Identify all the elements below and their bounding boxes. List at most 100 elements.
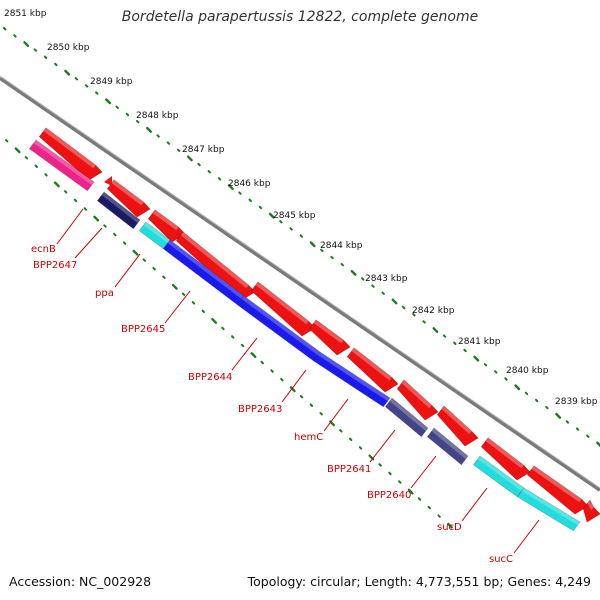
minor-tick xyxy=(33,48,38,52)
tick-label: 2844 kbp xyxy=(320,241,363,251)
outer-tick-ruler xyxy=(3,27,600,448)
gene-label-ecnb[interactable]: ecnB xyxy=(31,244,56,255)
minor-tick xyxy=(142,258,146,262)
gene-label-succ[interactable]: sucC xyxy=(489,554,513,565)
gene-label-bpp2644[interactable]: BPP2644 xyxy=(188,372,232,383)
minor-tick xyxy=(348,437,353,442)
minor-tick xyxy=(260,360,264,365)
feature-hemC xyxy=(384,397,429,438)
gene-label-sucd[interactable]: sucD xyxy=(437,522,462,533)
major-tick xyxy=(596,441,600,448)
major-tick xyxy=(64,69,71,76)
minor-tick xyxy=(545,405,549,410)
minor-tick xyxy=(162,275,166,279)
minor-tick xyxy=(34,164,38,168)
tick-label: 2847 kbp xyxy=(182,145,225,155)
minor-tick xyxy=(73,198,78,203)
gene-leader-line xyxy=(114,253,141,288)
cds-arrow xyxy=(526,465,589,515)
tick-label: 2851 kbp xyxy=(4,9,47,19)
minor-tick xyxy=(44,173,48,177)
minor-tick xyxy=(330,255,334,260)
gene-label-bpp2645[interactable]: BPP2645 xyxy=(121,324,165,335)
minor-tick xyxy=(279,220,283,224)
minor-tick xyxy=(422,320,426,324)
minor-tick xyxy=(156,134,160,138)
minor-tick xyxy=(238,191,242,195)
minor-tick xyxy=(95,91,99,95)
minor-tick xyxy=(122,241,127,245)
minor-tick xyxy=(412,313,416,317)
minor-tick xyxy=(166,141,171,145)
gene-leader-line xyxy=(56,208,84,245)
tick-label: 2845 kbp xyxy=(273,211,316,221)
gene-leader-line xyxy=(164,290,191,324)
gene-label-bpp2647[interactable]: BPP2647 xyxy=(33,260,77,271)
major-tick xyxy=(391,298,398,305)
tick-label: 2850 kbp xyxy=(47,43,90,53)
cds-arrow xyxy=(436,405,479,447)
minor-tick xyxy=(340,262,344,267)
gene-leader-line xyxy=(281,369,307,403)
feature-BPP2641 xyxy=(426,427,469,466)
minor-tick xyxy=(417,497,422,501)
minor-tick xyxy=(388,471,392,476)
gene-label-ppa[interactable]: ppa xyxy=(95,288,114,299)
minor-tick xyxy=(221,326,225,331)
backbone-line xyxy=(0,76,600,492)
minor-tick xyxy=(494,370,498,374)
tick-label: 2849 kbp xyxy=(90,77,133,87)
minor-tick xyxy=(427,505,432,510)
genome-backbone xyxy=(0,75,600,492)
gene-label-hemc[interactable]: hemC xyxy=(294,432,323,443)
feature-ecnB xyxy=(28,139,95,192)
cds-arrow xyxy=(480,437,531,481)
gene-leader-line xyxy=(410,455,437,489)
gene-leader-line xyxy=(323,398,349,432)
feature-BPP2643 xyxy=(312,351,391,408)
minor-tick xyxy=(358,446,363,450)
major-tick xyxy=(132,249,139,256)
minor-tick xyxy=(280,377,284,382)
minor-tick xyxy=(176,148,181,152)
gene-label-bpp2643[interactable]: BPP2643 xyxy=(238,404,282,415)
minor-tick xyxy=(152,266,156,271)
tick-label: 2840 kbp xyxy=(506,366,549,376)
major-tick xyxy=(171,283,178,290)
cds-arrow xyxy=(106,179,151,218)
feature-BPP2647 xyxy=(96,191,141,230)
cds-arrow xyxy=(346,347,399,393)
minor-tick xyxy=(83,207,88,211)
minor-tick xyxy=(309,403,314,407)
cds-arrow xyxy=(250,281,316,337)
minor-tick xyxy=(197,162,201,167)
minor-tick xyxy=(54,62,58,67)
cds-arrow xyxy=(582,499,600,523)
cds-arrow xyxy=(396,379,439,421)
minor-tick xyxy=(565,420,570,424)
gene-label-bpp2641[interactable]: BPP2641 xyxy=(327,464,371,475)
minor-tick xyxy=(381,291,385,295)
major-tick xyxy=(555,412,562,419)
major-tick xyxy=(350,269,357,276)
gene-leader-line xyxy=(74,227,103,259)
minor-tick xyxy=(240,343,245,348)
minor-tick xyxy=(113,232,117,237)
major-tick xyxy=(186,155,193,162)
minor-tick xyxy=(24,156,29,160)
gene-label-bpp2640[interactable]: BPP2640 xyxy=(367,490,411,501)
major-tick xyxy=(447,522,453,529)
minor-tick xyxy=(299,394,304,399)
tick-label: 2846 kbp xyxy=(228,179,271,189)
major-tick xyxy=(514,384,521,391)
major-tick xyxy=(23,41,30,47)
major-tick xyxy=(309,241,316,248)
tick-label: 2842 kbp xyxy=(412,306,455,316)
major-tick xyxy=(250,352,257,358)
minor-tick xyxy=(84,84,89,88)
minor-tick xyxy=(504,377,508,381)
minor-tick xyxy=(463,348,467,353)
minor-tick xyxy=(442,334,447,338)
accession-label: Accession: NC_002928 xyxy=(9,574,152,589)
